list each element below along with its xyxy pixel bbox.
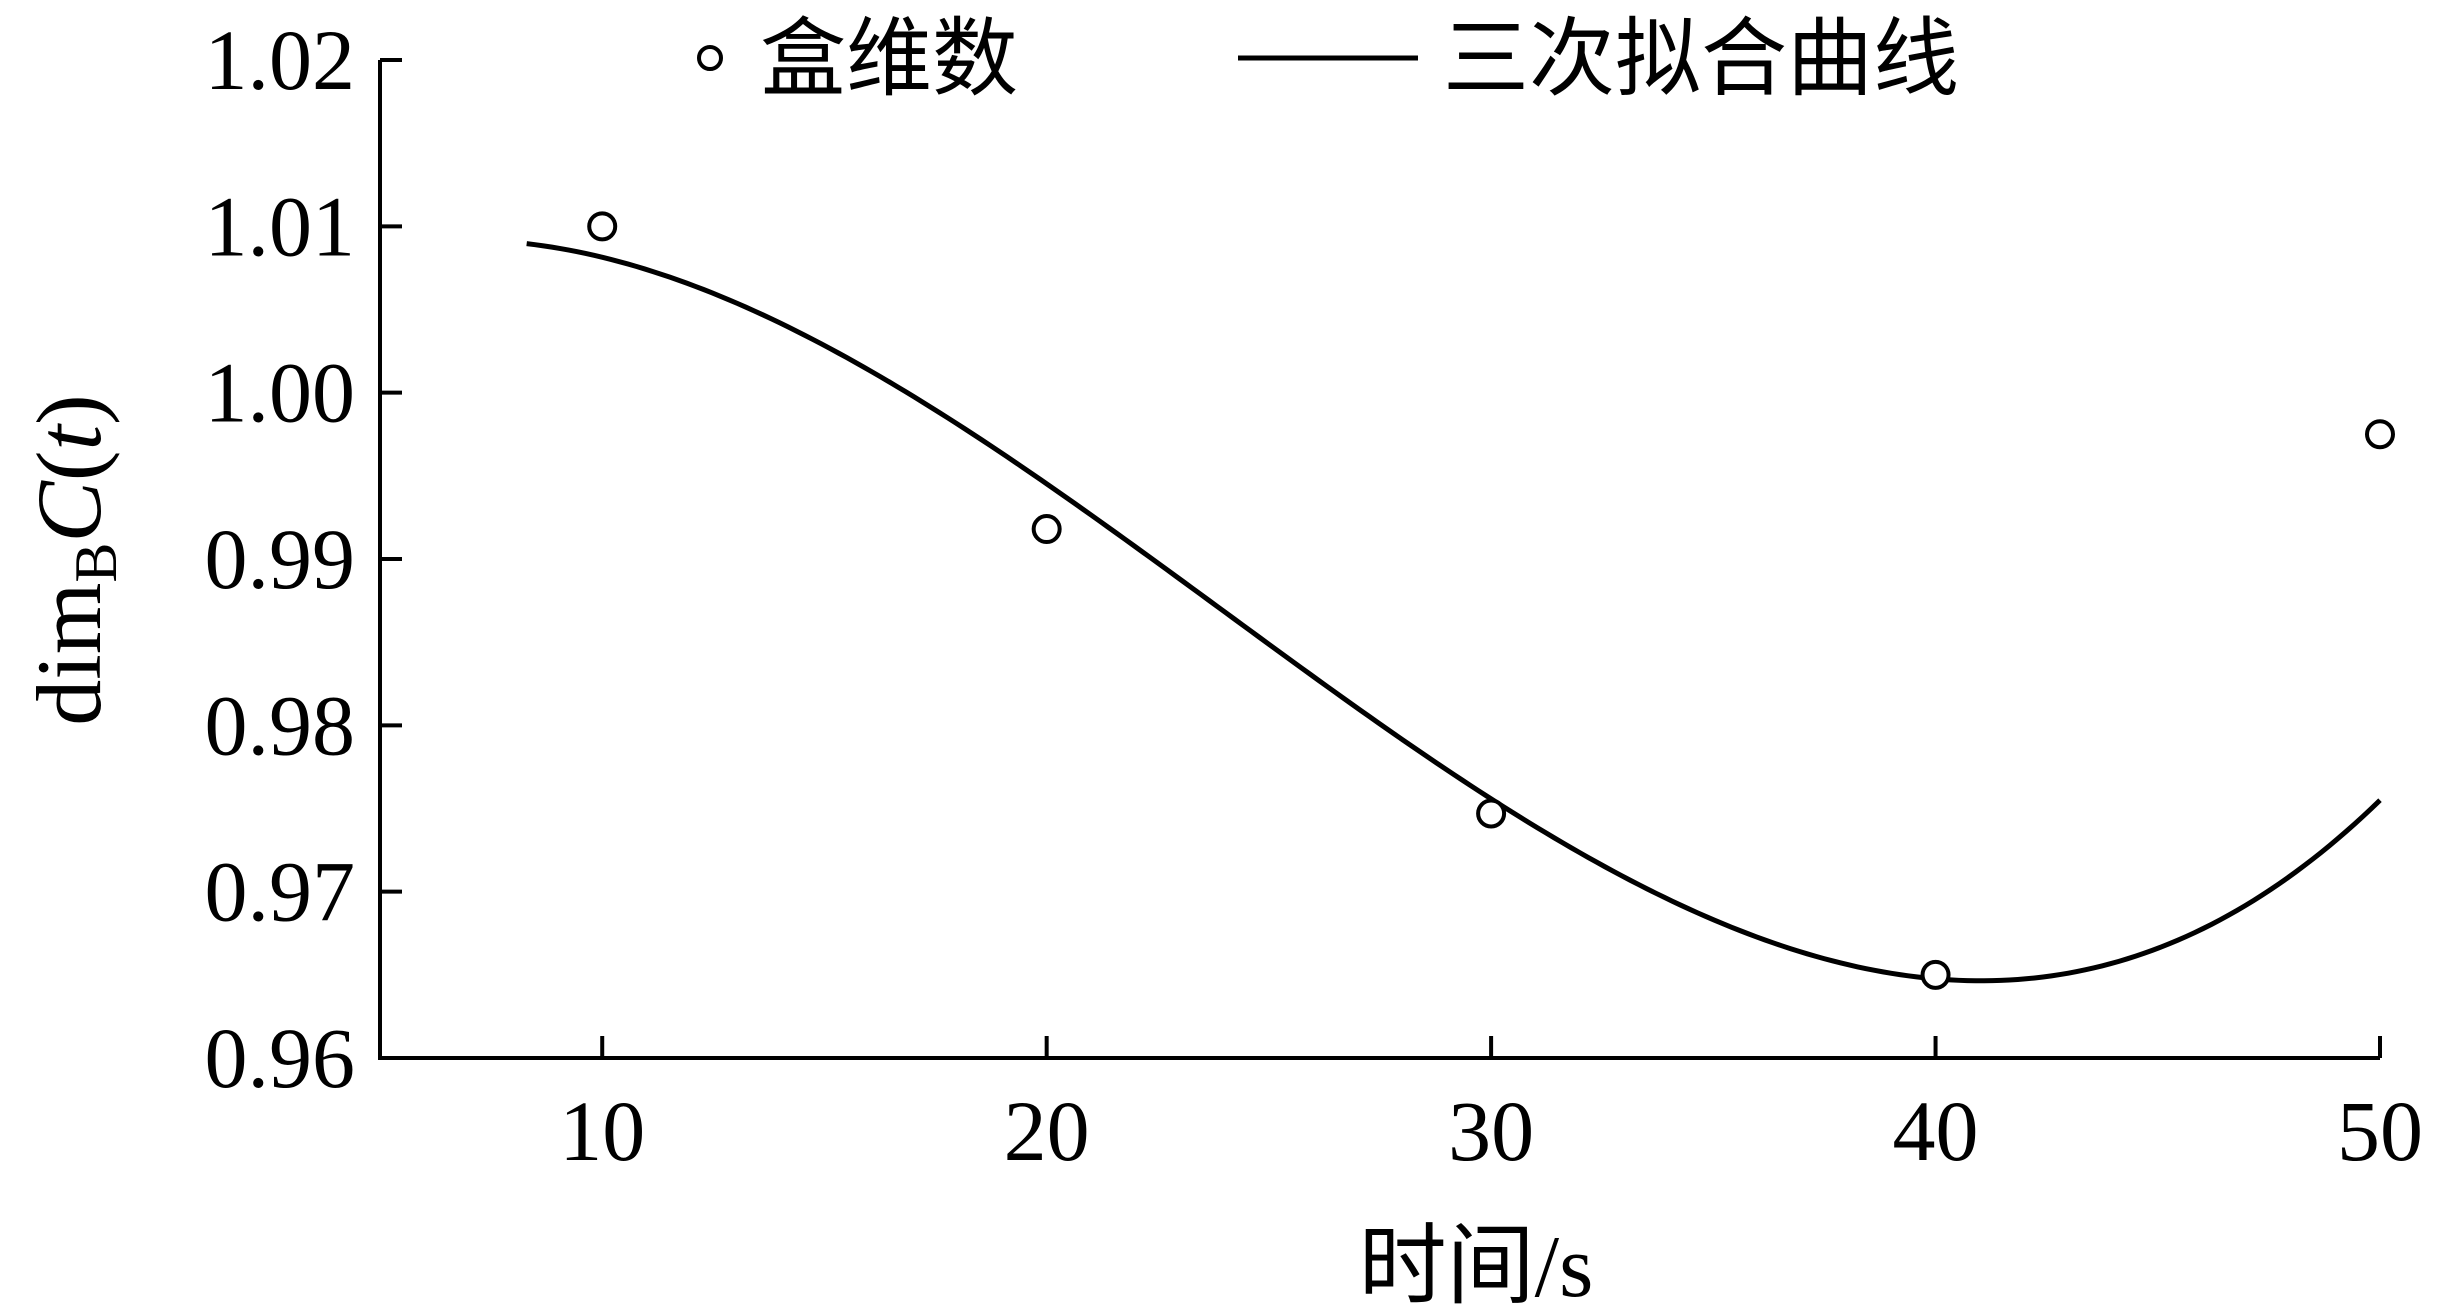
y-axis-title-prefix: dim: [18, 583, 120, 726]
plot-area: [526, 211, 2395, 990]
x-axis-title: 时间/s: [1359, 1219, 1594, 1312]
y-tick-label: 1.02: [205, 12, 356, 108]
y-tick-label: 0.98: [205, 677, 356, 773]
svg-text:dimBC(t): dimBC(t): [18, 394, 129, 725]
y-axis-title-variable: t: [18, 423, 120, 451]
y-axis-title-open-paren: (: [18, 451, 120, 482]
x-tick-label: 20: [1004, 1083, 1090, 1179]
legend-marker-box-dimension: [697, 45, 723, 71]
y-tick-label: 1.01: [205, 178, 356, 274]
y-axis-title: dimBC(t): [18, 394, 129, 725]
data-point: [1920, 959, 1951, 990]
x-tick-label: 30: [1448, 1083, 1534, 1179]
y-axis-title-symbol: C: [18, 480, 120, 543]
legend: 盒维数 三次拟合曲线: [697, 11, 1959, 107]
x-ticks: 10 20 30 40 50: [559, 1036, 2423, 1179]
data-point: [2365, 419, 2395, 450]
y-tick-label: 1.00: [205, 345, 356, 441]
y-axis-title-subscript: B: [63, 543, 129, 583]
axes: [378, 60, 2380, 1060]
legend-label-box-dimension: 盒维数: [760, 11, 1018, 107]
data-point: [1476, 798, 1507, 829]
x-tick-label: 40: [1893, 1083, 1979, 1179]
data-point: [1031, 514, 1062, 545]
y-tick-label: 0.96: [205, 1010, 356, 1106]
x-tick-label: 10: [559, 1083, 645, 1179]
cubic-fit-curve: [526, 241, 2382, 984]
y-tick-label: 0.97: [205, 844, 356, 940]
x-tick-label: 50: [2337, 1083, 2423, 1179]
legend-label-cubic-fit: 三次拟合曲线: [1443, 11, 1959, 107]
y-axis-title-close-paren: ): [18, 394, 120, 425]
data-point: [587, 211, 618, 242]
y-tick-label: 0.99: [205, 511, 356, 607]
y-ticks: 0.96 0.97 0.98 0.99 1.00 1.01 1.02: [205, 12, 402, 1106]
